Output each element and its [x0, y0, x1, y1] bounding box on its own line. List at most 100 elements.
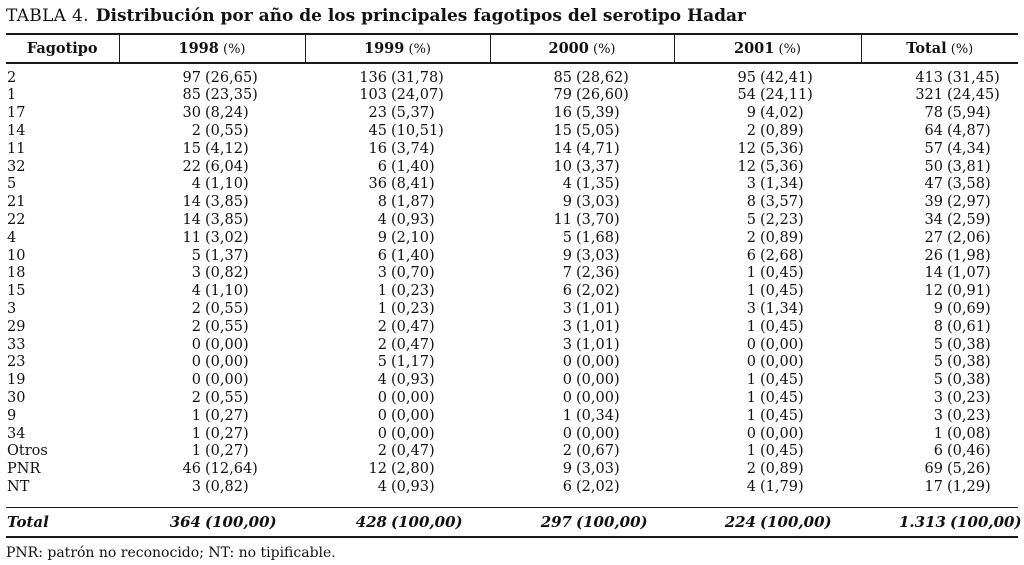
- count-value: 46: [182, 461, 201, 478]
- count-value: 22: [182, 158, 201, 175]
- count-value: 1: [562, 407, 572, 424]
- table-cell: 5 (0,38): [861, 336, 1018, 354]
- table-cell: 4 (0,93): [305, 478, 490, 507]
- table-cell: 27 (2,06): [861, 229, 1018, 247]
- count-value: 69: [924, 461, 943, 478]
- table-cell: 0 (0,00): [674, 425, 861, 443]
- percent-value: (1,34): [760, 301, 804, 317]
- percent-value: (0,82): [205, 478, 249, 495]
- percent-value: (0,00): [760, 336, 804, 353]
- percent-value: (0,08): [947, 425, 991, 442]
- count-value: 5: [191, 247, 201, 264]
- count-value: 14: [924, 265, 943, 282]
- count-value: 36: [368, 176, 387, 193]
- percent-value: (5,36): [760, 140, 804, 157]
- table-cell: 0 (0,00): [490, 372, 674, 390]
- percent-value: (3,85): [205, 194, 249, 211]
- table-cell: 16 (5,39): [490, 105, 674, 123]
- table-cell: 14 (1,07): [861, 265, 1018, 283]
- count-value: 6: [562, 478, 572, 495]
- percent-value: (100,00): [576, 512, 648, 531]
- count-value: 3: [191, 265, 201, 282]
- count-value: 2: [746, 461, 756, 478]
- percent-value: (0,82): [205, 265, 249, 282]
- percent-value: (3,74): [391, 140, 435, 157]
- table-cell: 95 (42,41): [674, 63, 861, 87]
- table-cell: 16 (3,74): [305, 140, 490, 158]
- table-row-11: 11 15 (4,12) 16 (3,74) 14 (4,71) 12 (5,36) 57 (4,3…: [6, 140, 1018, 158]
- count-value: 12: [368, 461, 387, 478]
- percent-value: (1,29): [947, 478, 991, 495]
- table-cell: 4 (1,79): [674, 478, 861, 507]
- count-value: 2: [746, 229, 756, 246]
- row-label: 19: [7, 372, 26, 389]
- header-row: Fagotipo 1998 (%) 1999 (%) 2000 (%) 2001 (%)…: [6, 33, 1018, 64]
- table-row-23: 23 0 (0,00) 5 (1,17) 0 (0,00) 0 (0,00) 5 (0,38): [6, 354, 1018, 372]
- count-value: 11: [182, 229, 201, 246]
- percent-value: (2,80): [391, 461, 435, 478]
- count-value: 1: [377, 283, 387, 300]
- row-label: 9: [7, 407, 17, 424]
- table-cell: 6 (1,40): [305, 247, 490, 265]
- percent-value: (1,40): [391, 158, 435, 175]
- count-value: 3: [562, 318, 572, 335]
- table-number: TABLA 4.: [6, 6, 89, 26]
- percent-value: (0,69): [947, 301, 991, 317]
- row-label: Total: [6, 507, 119, 539]
- table-row-9: 9 1 (0,27) 0 (0,00) 1 (0,34) 1 (0,45) 3 (0,23): [6, 407, 1018, 425]
- percent-value: (3,58): [947, 176, 991, 193]
- table-cell: 10 (3,37): [490, 158, 674, 176]
- percent-value: (0,89): [760, 461, 804, 478]
- percent-value: (0,45): [760, 407, 804, 424]
- count-value: 64: [924, 123, 943, 140]
- table-cell: 1 (0,45): [674, 407, 861, 425]
- table-cell: 0 (0,00): [305, 425, 490, 443]
- count-value: 0: [746, 354, 756, 371]
- percent-value: (3,03): [576, 461, 620, 478]
- count-value: 5: [933, 336, 943, 353]
- percent-value: (23,35): [205, 87, 258, 104]
- count-value: 0: [191, 354, 201, 371]
- table-row-17: 17 30 (8,24) 23 (5,37) 16 (5,39) 9 (4,02) 78 (5,94…: [6, 105, 1018, 123]
- percent-value: (6,04): [205, 158, 249, 175]
- count-value: 9: [377, 229, 387, 246]
- count-value: 0: [746, 425, 756, 442]
- percent-value: (1,07): [947, 265, 991, 282]
- count-value: 16: [553, 105, 572, 122]
- percent-value: (0,91): [947, 283, 991, 300]
- percent-value: (0,27): [205, 443, 249, 460]
- count-value: 3: [933, 407, 943, 424]
- count-value: 413: [915, 69, 943, 86]
- percent-value: (1,87): [391, 194, 435, 211]
- count-value: 5: [746, 212, 756, 229]
- table-cell: 11 (3,70): [490, 211, 674, 229]
- percent-value: (0,70): [391, 265, 435, 282]
- count-value: 3: [562, 336, 572, 353]
- table-cell: 6 (2,02): [490, 478, 674, 507]
- table-row-otros: Otros 1 (0,27) 2 (0,47) 2 (0,67) 1 (0,45) 6 (0,46): [6, 443, 1018, 461]
- count-value: 14: [182, 212, 201, 229]
- count-value: 50: [924, 158, 943, 175]
- percent-value: (0,46): [947, 443, 991, 460]
- table-cell: 9 (3,03): [490, 461, 674, 479]
- count-value: 1: [191, 443, 201, 460]
- count-value: 6: [562, 283, 572, 300]
- table-cell: 69 (5,26): [861, 461, 1018, 479]
- table-cell: 7 (2,36): [490, 265, 674, 283]
- count-value: 136: [359, 69, 387, 86]
- table-cell: 1 (0,45): [674, 265, 861, 283]
- table-cell: 30 (8,24): [119, 105, 305, 123]
- table-row-34: 34 1 (0,27) 0 (0,00) 0 (0,00) 0 (0,00) 1 (0,08): [6, 425, 1018, 443]
- count-value: 9: [562, 194, 572, 211]
- count-value: 16: [368, 140, 387, 157]
- percent-value: (0,00): [760, 354, 804, 371]
- table-cell: 1 (0,45): [674, 318, 861, 336]
- count-value: 0: [562, 425, 572, 442]
- percent-value: (3,81): [947, 158, 991, 175]
- row-label: 22: [7, 212, 26, 229]
- count-value: 34: [924, 212, 943, 229]
- percent-value: (1,79): [760, 478, 804, 495]
- table-cell: 22 (6,04): [119, 158, 305, 176]
- column-header-total: Total (%): [860, 33, 1018, 64]
- table-cell: 2 (0,55): [119, 389, 305, 407]
